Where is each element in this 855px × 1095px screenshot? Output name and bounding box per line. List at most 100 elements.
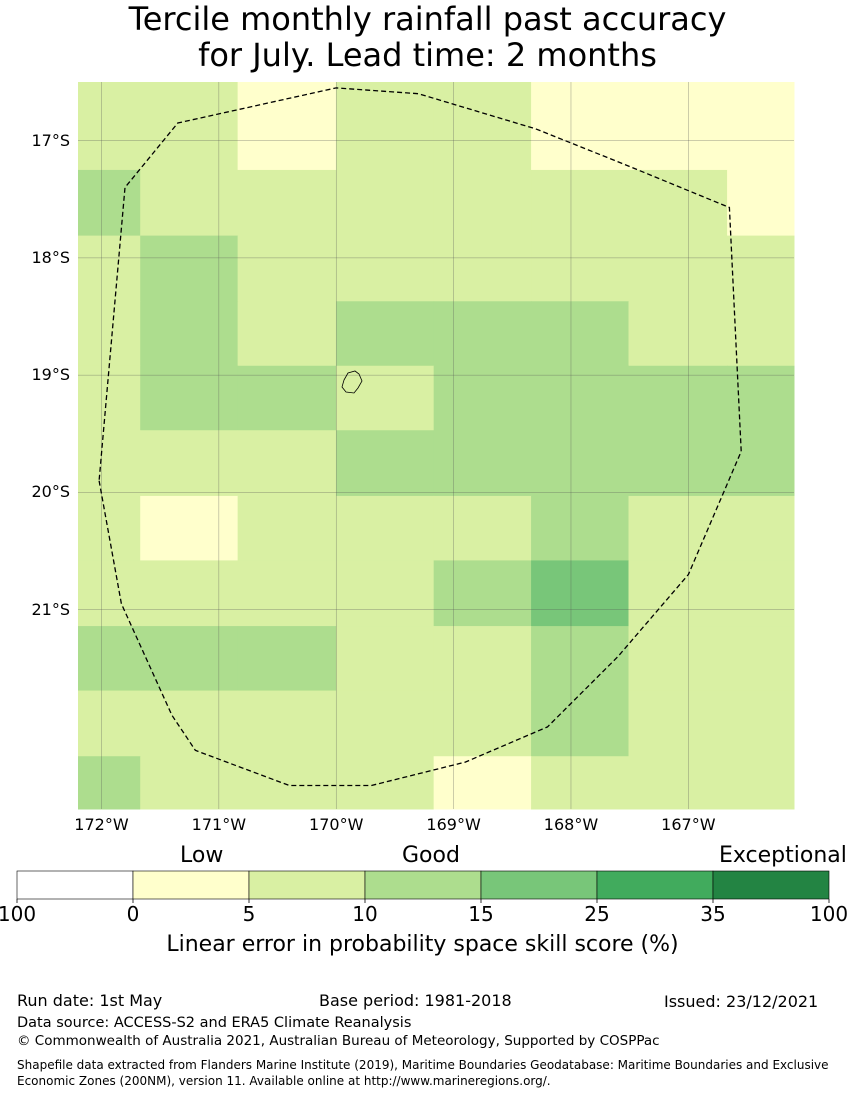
skill-cell bbox=[531, 560, 629, 627]
lat-tick-label: 18°S bbox=[31, 247, 70, 267]
skill-cell bbox=[628, 560, 728, 627]
skill-cell bbox=[78, 169, 141, 237]
skill-cell bbox=[433, 430, 532, 497]
skill-cell bbox=[727, 560, 795, 627]
shapefile-credit: Shapefile data extracted from Flanders M… bbox=[17, 1058, 829, 1088]
category-low-label: Low bbox=[180, 843, 224, 868]
skill-cell bbox=[78, 626, 141, 692]
skill-cell bbox=[433, 495, 532, 561]
skill-cell bbox=[140, 560, 239, 627]
skill-cell bbox=[336, 365, 435, 431]
skill-cell bbox=[237, 560, 337, 627]
colorbar-tick-label: 100 bbox=[809, 902, 849, 926]
skill-cell bbox=[628, 169, 728, 237]
skill-cell bbox=[237, 495, 337, 561]
skill-cell bbox=[727, 301, 795, 367]
skill-cell bbox=[628, 301, 728, 367]
lon-tick-label: 169°W bbox=[426, 815, 481, 834]
chart-title-line1: Tercile monthly rainfall past accuracy bbox=[128, 0, 727, 38]
lon-tick-label: 172°W bbox=[74, 815, 129, 834]
skill-cell bbox=[336, 169, 435, 237]
skill-cell bbox=[140, 169, 239, 237]
skill-cell bbox=[140, 756, 239, 810]
skill-cell bbox=[78, 756, 141, 810]
skill-cell bbox=[140, 82, 239, 171]
skill-cell bbox=[336, 301, 435, 367]
skill-cell bbox=[531, 169, 629, 237]
colorbar-tick-label: 10 bbox=[352, 902, 378, 926]
skill-cell bbox=[628, 756, 728, 810]
skill-cell bbox=[78, 365, 141, 431]
colorbar-tick-label: 35 bbox=[700, 902, 726, 926]
copyright: © Commonwealth of Australia 2021, Austra… bbox=[17, 1033, 660, 1049]
run-date: Run date: 1st May bbox=[17, 991, 163, 1010]
skill-cell bbox=[628, 626, 728, 692]
skill-cell bbox=[336, 626, 435, 692]
skill-cell bbox=[237, 756, 337, 810]
colorbar-bin bbox=[364, 870, 482, 900]
skill-cell bbox=[433, 560, 532, 627]
skill-cell bbox=[628, 690, 728, 757]
skill-cell bbox=[727, 169, 795, 237]
colorbar-bin bbox=[248, 870, 366, 900]
skill-cell bbox=[140, 495, 239, 561]
skill-cell bbox=[237, 690, 337, 757]
colorbar-bin bbox=[596, 870, 714, 900]
skill-cell bbox=[628, 495, 728, 561]
skill-cell bbox=[237, 169, 337, 237]
skill-cell bbox=[531, 82, 629, 171]
skill-cell bbox=[433, 756, 532, 810]
skill-cell bbox=[433, 169, 532, 237]
eez-boundary bbox=[98, 87, 742, 787]
colorbar-bin bbox=[16, 870, 134, 900]
lat-tick-label: 21°S bbox=[31, 599, 70, 619]
skill-cell bbox=[727, 82, 795, 171]
base-period: Base period: 1981-2018 bbox=[319, 991, 512, 1010]
colorbar-tick-label: 5 bbox=[242, 902, 256, 926]
skill-cell bbox=[531, 235, 629, 302]
skill-cell bbox=[433, 365, 532, 431]
skill-cell bbox=[78, 235, 141, 302]
skill-cell bbox=[727, 495, 795, 561]
skill-cell bbox=[433, 690, 532, 757]
skill-cell bbox=[628, 365, 728, 431]
skill-cell bbox=[336, 690, 435, 757]
skill-cell bbox=[78, 495, 141, 561]
skill-cell bbox=[531, 301, 629, 367]
skill-cell bbox=[140, 235, 239, 302]
skill-cell bbox=[78, 82, 141, 171]
skill-cell bbox=[237, 235, 337, 302]
skill-cell bbox=[628, 430, 728, 497]
skill-cell bbox=[140, 365, 239, 431]
category-exceptional-label: Exceptional bbox=[719, 843, 847, 868]
skill-cell bbox=[78, 301, 141, 367]
skill-cell bbox=[140, 430, 239, 497]
colorbar bbox=[16, 870, 830, 903]
skill-cell bbox=[336, 235, 435, 302]
skill-cell bbox=[336, 756, 435, 810]
data-source: Data source: ACCESS-S2 and ERA5 Climate … bbox=[17, 1015, 412, 1031]
skill-cell bbox=[727, 690, 795, 757]
chart-title-line2: for July. Lead time: 2 months bbox=[198, 36, 657, 74]
colorbar-tick-label: 100 bbox=[0, 902, 37, 926]
lat-tick-label: 19°S bbox=[31, 365, 70, 385]
skill-cell bbox=[628, 82, 728, 171]
colorbar-tick-label: 0 bbox=[126, 902, 140, 926]
skill-cell bbox=[727, 626, 795, 692]
colorbar-bin bbox=[132, 870, 250, 900]
skill-cell bbox=[628, 235, 728, 302]
lat-tick-label: 17°S bbox=[31, 130, 70, 150]
skill-cell bbox=[336, 495, 435, 561]
colorbar-bin bbox=[480, 870, 598, 900]
skill-grid bbox=[78, 82, 795, 810]
skill-cell bbox=[237, 430, 337, 497]
skill-cell bbox=[727, 756, 795, 810]
colorbar-tick-label: 25 bbox=[584, 902, 610, 926]
lat-tick-label: 20°S bbox=[31, 482, 70, 502]
skill-cell bbox=[433, 301, 532, 367]
skill-cell bbox=[531, 690, 629, 757]
skill-cell bbox=[140, 301, 239, 367]
skill-cell bbox=[531, 430, 629, 497]
skill-cell bbox=[336, 560, 435, 627]
